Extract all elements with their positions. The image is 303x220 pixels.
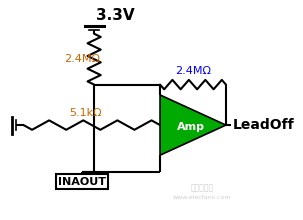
Polygon shape <box>160 95 226 155</box>
Text: 2.4MΩ: 2.4MΩ <box>175 66 211 76</box>
Text: Amp: Amp <box>177 122 205 132</box>
Text: 3.3V: 3.3V <box>96 8 135 23</box>
Text: www.elecfans.com: www.elecfans.com <box>173 195 232 200</box>
Text: 2.4MΩ: 2.4MΩ <box>64 54 100 64</box>
Text: INAOUT: INAOUT <box>58 177 106 187</box>
Text: 5.1kΩ: 5.1kΩ <box>69 108 102 118</box>
Text: LeadOff: LeadOff <box>232 118 294 132</box>
FancyBboxPatch shape <box>56 174 108 189</box>
Text: 电子发烧友: 电子发烧友 <box>191 184 214 193</box>
